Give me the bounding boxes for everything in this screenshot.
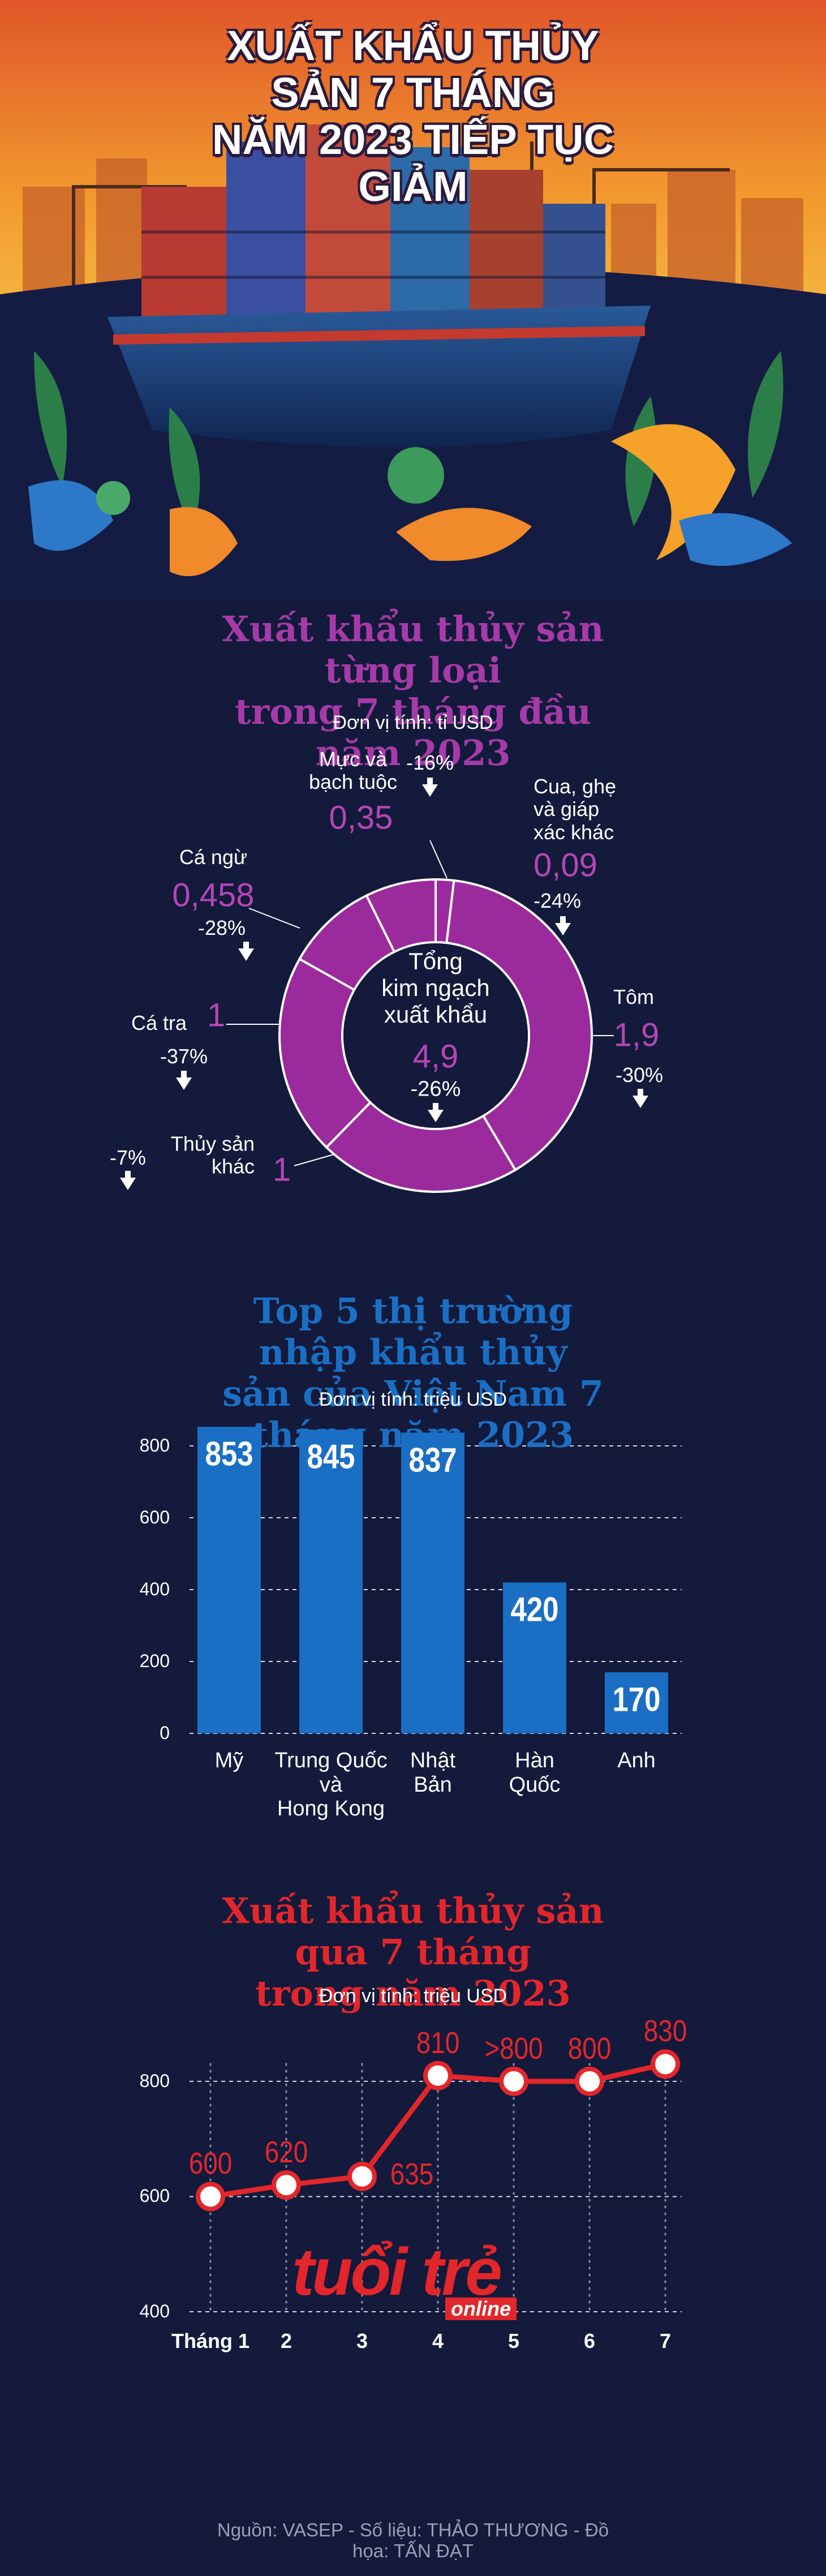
segment-name: Tôm [613, 985, 654, 1008]
point-value-label: 810 [416, 2025, 460, 2060]
point-value-label: >800 [484, 2031, 543, 2066]
segment-change: -37% [160, 1044, 208, 1068]
unit-label: Đơn vị tính: tỉ USD [333, 711, 493, 733]
bar-value-label: 845 [307, 1437, 355, 1476]
x-tick-label: Tháng 1 [171, 2329, 250, 2352]
bar-value-label: 420 [510, 1590, 559, 1629]
bar [503, 1582, 566, 1733]
total-change: -26% [410, 1077, 461, 1101]
x-tick-label: Hàn Quốc [509, 1749, 561, 1797]
bar-value-label: 837 [408, 1440, 457, 1479]
bar [605, 1672, 668, 1733]
leader-line [248, 908, 300, 929]
chart-title: Xuất khẩu thủy sản từng loại trong 7 thá… [222, 608, 604, 774]
bar-value-label: 170 [612, 1680, 661, 1719]
line-point [347, 2161, 377, 2191]
y-tick-label: 600 [139, 2186, 170, 2206]
total-value: 4,9 [412, 1038, 459, 1075]
down-arrow [422, 778, 438, 797]
segment-change: -16% [406, 750, 454, 774]
segment-change: -28% [197, 916, 246, 939]
x-tick-label: Nhật Bản [410, 1749, 456, 1797]
x-tick-label: Anh [617, 1749, 656, 1772]
donut-segment [365, 878, 437, 954]
point-value-label: 600 [188, 2146, 233, 2181]
segment-change: -30% [615, 1063, 664, 1087]
y-tick-label: 400 [139, 1579, 170, 1600]
segment-name: Mực và bạch tuộc [308, 748, 398, 794]
bar [299, 1429, 363, 1733]
header-illustration [0, 0, 826, 600]
chart-title: Xuất khẩu thủy sản qua 7 tháng trong năm… [222, 1890, 604, 2015]
y-tick-label: 200 [139, 1651, 170, 1672]
down-arrow [120, 1171, 136, 1190]
y-tick-label: 800 [139, 1435, 170, 1456]
y-tick-label: 400 [139, 2301, 170, 2322]
donut-segment [278, 957, 372, 1149]
down-arrow [555, 916, 571, 935]
x-tick-label: 2 [280, 2329, 292, 2352]
donut-hole [343, 943, 528, 1128]
line-point [575, 2066, 604, 2096]
main-title: XUẤT KHẨU THỦY SẢN 7 THÁNG NĂM 2023 TIẾP… [212, 22, 614, 210]
unit-label: Đơn vị tính: triệu USD [319, 1985, 507, 2007]
down-arrow [238, 942, 254, 961]
donut-segment [325, 1101, 517, 1193]
bar [197, 1427, 261, 1733]
segment-name: Thủy sản khác [170, 1132, 255, 1178]
x-tick-label: 7 [659, 2329, 672, 2352]
bar [401, 1432, 464, 1733]
down-arrow [176, 1071, 192, 1090]
bar-value-label: 853 [205, 1435, 253, 1473]
line-point [499, 2066, 528, 2096]
segment-name: Cua, ghẹ và giáp xác khác [534, 775, 617, 844]
point-value-label: 830 [643, 2014, 687, 2049]
y-tick-label: 0 [160, 1723, 170, 1744]
segment-value: 0,458 [172, 877, 255, 914]
segment-change: -7% [109, 1145, 147, 1169]
down-arrow [428, 1103, 444, 1122]
unit-label: Đơn vị tính: triệu USD [319, 1388, 507, 1410]
total-label: Tổng kim ngạch xuất khẩu [381, 948, 490, 1028]
point-value-label: 800 [567, 2031, 612, 2066]
leader-line [294, 1154, 334, 1166]
leader-line [429, 840, 448, 879]
x-tick-label: 5 [507, 2329, 520, 2352]
x-tick-label: 6 [583, 2329, 596, 2352]
source-note: Nguồn: VASEP - Số liệu: THẢO THƯƠNG - Đồ… [217, 2519, 609, 2561]
y-tick-label: 600 [139, 1507, 170, 1528]
segment-value: 1 [273, 1151, 291, 1188]
donut-segment [445, 879, 593, 1172]
point-value-label: 620 [264, 2135, 308, 2169]
segment-change: -24% [534, 888, 582, 912]
logo-sub: online [445, 2297, 517, 2321]
line-point [651, 2049, 680, 2079]
point-value-label: 635 [390, 2157, 434, 2191]
line-point [423, 2060, 453, 2090]
logo: tuổi trẻ [292, 2234, 502, 2309]
segment-name: Cá tra [131, 1011, 187, 1034]
segment-value: 0,35 [329, 799, 393, 836]
line-point [196, 2182, 225, 2212]
segment-value: 1 [207, 997, 226, 1034]
segment-value: 0,09 [534, 847, 597, 884]
x-tick-label: Trung Quốc và Hong Kong [274, 1749, 388, 1821]
x-tick-label: 4 [432, 2329, 444, 2352]
line-point [272, 2170, 301, 2200]
x-tick-label: Mỹ [214, 1749, 244, 1772]
chart-title: Top 5 thị trường nhập khẩu thủy sản của … [222, 1290, 604, 1456]
segment-name: Cá ngừ [179, 845, 248, 869]
segment-value: 1,9 [613, 1016, 660, 1054]
x-tick-label: 3 [356, 2329, 368, 2352]
down-arrow [633, 1089, 648, 1108]
y-tick-label: 800 [139, 2070, 170, 2091]
